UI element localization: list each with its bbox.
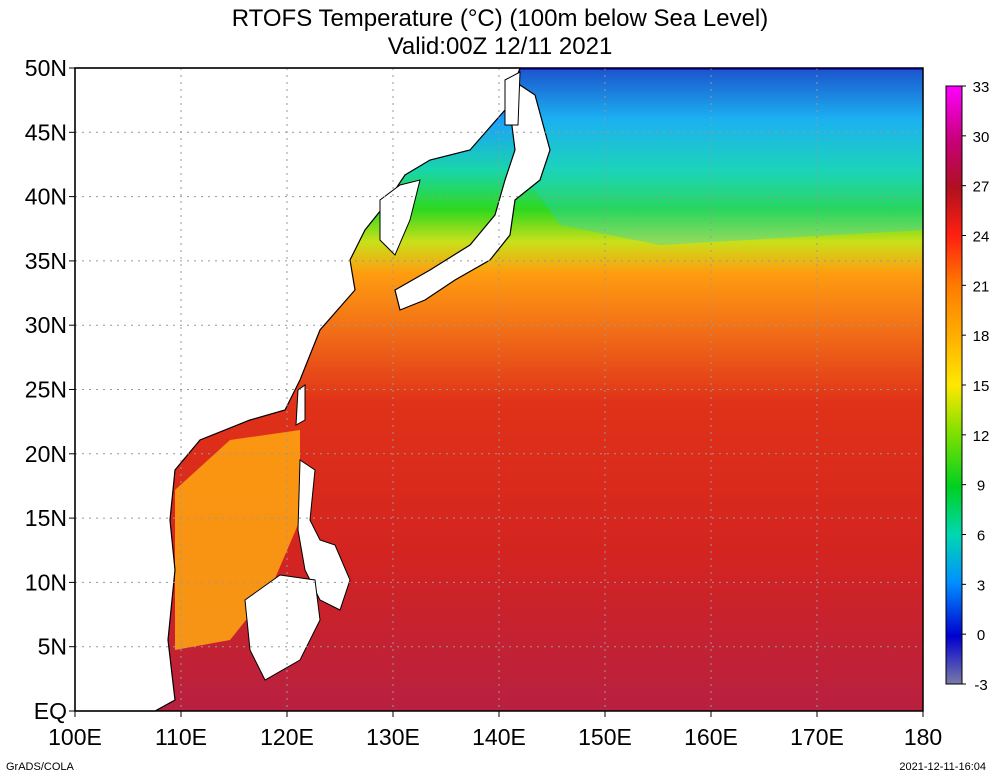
- timestamp-label: 2021-12-11-16:04: [899, 761, 986, 773]
- sakhalin-land: [504, 71, 521, 126]
- lon-tick-label: 130E: [366, 724, 420, 750]
- philippines-land: [297, 459, 351, 611]
- lon-tick-label: 100E: [48, 724, 102, 750]
- colorbar-label: 33: [973, 79, 990, 96]
- credit-label: GrADS/COLA: [6, 761, 74, 773]
- colorbar-label: 30: [973, 129, 990, 146]
- map-gridlines: [75, 68, 923, 711]
- lat-tick-label: 15N: [25, 505, 67, 531]
- lon-tick-label: 120E: [260, 724, 314, 750]
- asia-mainland-land: [74, 67, 521, 712]
- taiwan-land: [295, 384, 306, 426]
- lat-tick-label: 35N: [25, 248, 67, 274]
- lon-tick-label: 170E: [790, 724, 844, 750]
- chart-subtitle: Valid:00Z 12/11 2021: [387, 33, 613, 60]
- lat-tick-label: 10N: [25, 569, 67, 595]
- chart-title: RTOFS Temperature (°C) (100m below Sea L…: [231, 5, 769, 32]
- lon-tick-label: 140E: [472, 724, 526, 750]
- lon-tick-label: 160E: [684, 724, 738, 750]
- south-china-sea-shading: [175, 430, 300, 650]
- lon-tick-label: 110E: [155, 724, 207, 750]
- lat-tick-label: 5N: [38, 634, 67, 660]
- colorbar-label: -3: [974, 677, 987, 694]
- colorbar-label: 18: [973, 328, 990, 345]
- lat-tick-label: 30N: [25, 312, 67, 338]
- colorbar-label: 12: [973, 428, 990, 445]
- lat-tick-label: EQ: [34, 698, 67, 724]
- lat-tick-label: 50N: [25, 55, 67, 81]
- colorbar-label: 15: [973, 378, 990, 395]
- latitude-axis: 50N 45N 40N 35N 30N 25N 20N 15N 10N 5N EQ: [25, 55, 75, 724]
- colorbar-label: 9: [977, 478, 985, 495]
- colorbar-ramp: [945, 85, 963, 685]
- lat-tick-label: 45N: [25, 119, 67, 145]
- borneo-land: [244, 574, 321, 681]
- colorbar-label: 27: [973, 179, 990, 196]
- japan-land: [394, 84, 551, 311]
- lat-tick-label: 25N: [25, 377, 67, 403]
- cold-water-shading: [520, 70, 923, 245]
- lon-tick-label: 150E: [578, 724, 632, 750]
- lon-tick-label: 180: [904, 724, 942, 750]
- colorbar-label: 21: [973, 278, 990, 295]
- colorbar-label: 24: [973, 229, 990, 246]
- colorbar-label: 0: [977, 627, 985, 644]
- colorbar-label: 6: [977, 528, 985, 545]
- colorbar-label: 3: [977, 577, 985, 594]
- lat-tick-label: 20N: [25, 441, 67, 467]
- lat-tick-label: 40N: [25, 184, 67, 210]
- longitude-axis: 100E 110E 120E 130E 140E 150E 160E 170E 180: [48, 711, 942, 750]
- korea-land: [379, 179, 421, 256]
